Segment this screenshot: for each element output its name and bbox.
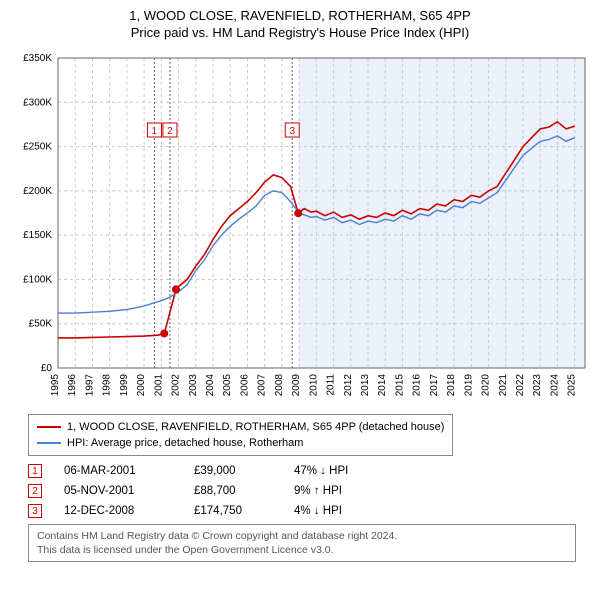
chart-container: 1, WOOD CLOSE, RAVENFIELD, ROTHERHAM, S6…: [0, 0, 600, 570]
events-table: 1 06-MAR-2001£39,00047% ↓ HPI 2 05-NOV-2001…: [28, 464, 590, 518]
event-date: 06-MAR-2001: [64, 465, 194, 477]
svg-text:1: 1: [152, 126, 158, 137]
legend-box: 1, WOOD CLOSE, RAVENFIELD, ROTHERHAM, S6…: [28, 414, 453, 456]
legend-label: 1, WOOD CLOSE, RAVENFIELD, ROTHERHAM, S6…: [67, 419, 444, 435]
chart-area: £0 £50K £100K £150K £200K £250K £300K £350K 1995…: [10, 48, 590, 408]
legend-label: HPI: Average price, detached house, Roth…: [67, 435, 303, 451]
svg-text:2015: 2015: [394, 374, 405, 397]
svg-text:1997: 1997: [84, 374, 95, 397]
svg-text:£300K: £300K: [23, 97, 52, 108]
event-delta: 4% ↓ HPI: [294, 505, 414, 517]
svg-text:2003: 2003: [188, 374, 199, 397]
event-marker: 3: [28, 504, 42, 518]
svg-text:2002: 2002: [171, 374, 182, 397]
svg-text:2006: 2006: [239, 374, 250, 397]
svg-text:1998: 1998: [102, 374, 113, 397]
svg-text:2016: 2016: [412, 374, 423, 397]
svg-text:£50K: £50K: [29, 319, 53, 330]
svg-text:£250K: £250K: [23, 142, 52, 153]
chart-svg: £0 £50K £100K £150K £200K £250K £300K £350K 1995…: [10, 48, 590, 408]
event-delta: 9% ↑ HPI: [294, 485, 414, 497]
svg-text:£150K: £150K: [23, 230, 52, 241]
svg-text:2021: 2021: [498, 374, 509, 397]
event-marker: 1: [28, 464, 42, 478]
svg-text:2017: 2017: [429, 374, 440, 397]
event-marker: 2: [28, 484, 42, 498]
svg-text:2019: 2019: [463, 374, 474, 397]
title-address: 1, WOOD CLOSE, RAVENFIELD, ROTHERHAM, S6…: [10, 8, 590, 23]
footer-line1: Contains HM Land Registry data © Crown c…: [37, 529, 567, 543]
svg-text:£350K: £350K: [23, 53, 52, 64]
event-row: 2 05-NOV-2001£88,7009% ↑ HPI: [28, 484, 590, 498]
legend-swatch: [37, 442, 61, 444]
svg-text:2009: 2009: [291, 374, 302, 397]
svg-text:2005: 2005: [222, 374, 233, 397]
event-delta: 47% ↓ HPI: [294, 465, 414, 477]
svg-text:£0: £0: [41, 363, 53, 374]
svg-text:2: 2: [167, 126, 173, 137]
svg-text:2020: 2020: [481, 374, 492, 397]
event-date: 05-NOV-2001: [64, 485, 194, 497]
legend-row: 1, WOOD CLOSE, RAVENFIELD, ROTHERHAM, S6…: [37, 419, 444, 435]
svg-text:1996: 1996: [67, 374, 78, 397]
svg-text:2011: 2011: [326, 374, 337, 396]
svg-text:2024: 2024: [549, 374, 560, 397]
svg-text:2014: 2014: [377, 374, 388, 397]
svg-text:2023: 2023: [532, 374, 543, 397]
svg-text:2004: 2004: [205, 374, 216, 397]
title-subtitle: Price paid vs. HM Land Registry's House …: [10, 25, 590, 40]
svg-text:2010: 2010: [308, 374, 319, 397]
svg-text:2000: 2000: [136, 374, 147, 397]
legend-swatch: [37, 426, 61, 428]
event-row: 1 06-MAR-2001£39,00047% ↓ HPI: [28, 464, 590, 478]
svg-text:2008: 2008: [274, 374, 285, 397]
svg-text:2012: 2012: [343, 374, 354, 397]
svg-text:1995: 1995: [50, 374, 61, 397]
legend-row: HPI: Average price, detached house, Roth…: [37, 435, 444, 451]
svg-text:2018: 2018: [446, 374, 457, 397]
svg-text:£200K: £200K: [23, 186, 52, 197]
svg-text:£100K: £100K: [23, 274, 52, 285]
svg-text:2001: 2001: [153, 374, 164, 397]
footer-note: Contains HM Land Registry data © Crown c…: [28, 524, 576, 562]
footer-line2: This data is licensed under the Open Gov…: [37, 543, 567, 557]
title-block: 1, WOOD CLOSE, RAVENFIELD, ROTHERHAM, S6…: [10, 8, 590, 40]
svg-text:2025: 2025: [567, 374, 578, 397]
event-price: £88,700: [194, 485, 294, 497]
event-price: £39,000: [194, 465, 294, 477]
event-date: 12-DEC-2008: [64, 505, 194, 517]
event-price: £174,750: [194, 505, 294, 517]
svg-text:2007: 2007: [257, 374, 268, 397]
event-row: 3 12-DEC-2008£174,7504% ↓ HPI: [28, 504, 590, 518]
svg-text:2022: 2022: [515, 374, 526, 397]
svg-text:3: 3: [289, 126, 295, 137]
svg-text:2013: 2013: [360, 374, 371, 397]
svg-text:1999: 1999: [119, 374, 130, 397]
